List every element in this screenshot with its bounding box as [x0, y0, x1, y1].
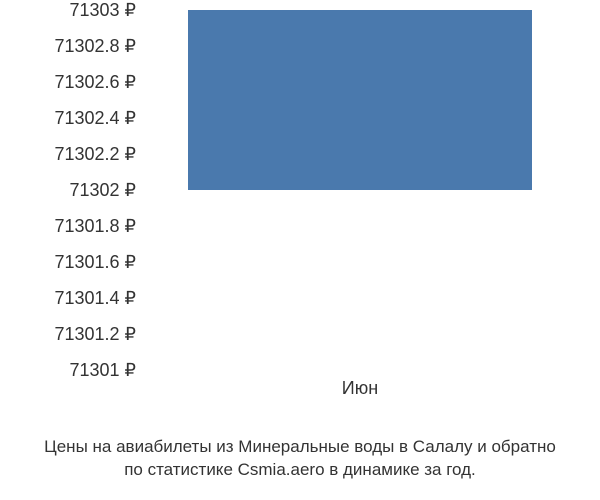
chart-caption: Цены на авиабилеты из Минеральные воды в…	[0, 436, 600, 482]
x-tick-label: Июн	[150, 378, 570, 399]
y-tick-label: 71301.8 ₽	[0, 217, 136, 235]
y-tick-label: 71301.6 ₽	[0, 253, 136, 271]
y-tick-label: 71302.4 ₽	[0, 109, 136, 127]
y-tick-label: 71301.4 ₽	[0, 289, 136, 307]
y-tick-label: 71302.8 ₽	[0, 37, 136, 55]
caption-line-1: Цены на авиабилеты из Минеральные воды в…	[44, 437, 556, 456]
y-tick-label: 71302 ₽	[0, 181, 136, 199]
price-chart: 71303 ₽71302.8 ₽71302.6 ₽71302.4 ₽71302.…	[0, 10, 600, 400]
y-tick-label: 71301.2 ₽	[0, 325, 136, 343]
y-axis: 71303 ₽71302.8 ₽71302.6 ₽71302.4 ₽71302.…	[0, 10, 140, 400]
y-tick-label: 71301 ₽	[0, 361, 136, 379]
plot-area	[150, 10, 570, 370]
y-tick-label: 71302.2 ₽	[0, 145, 136, 163]
y-tick-label: 71303 ₽	[0, 1, 136, 19]
bar	[188, 10, 532, 190]
caption-line-2: по статистике Csmia.aero в динамике за г…	[124, 460, 476, 479]
y-tick-label: 71302.6 ₽	[0, 73, 136, 91]
